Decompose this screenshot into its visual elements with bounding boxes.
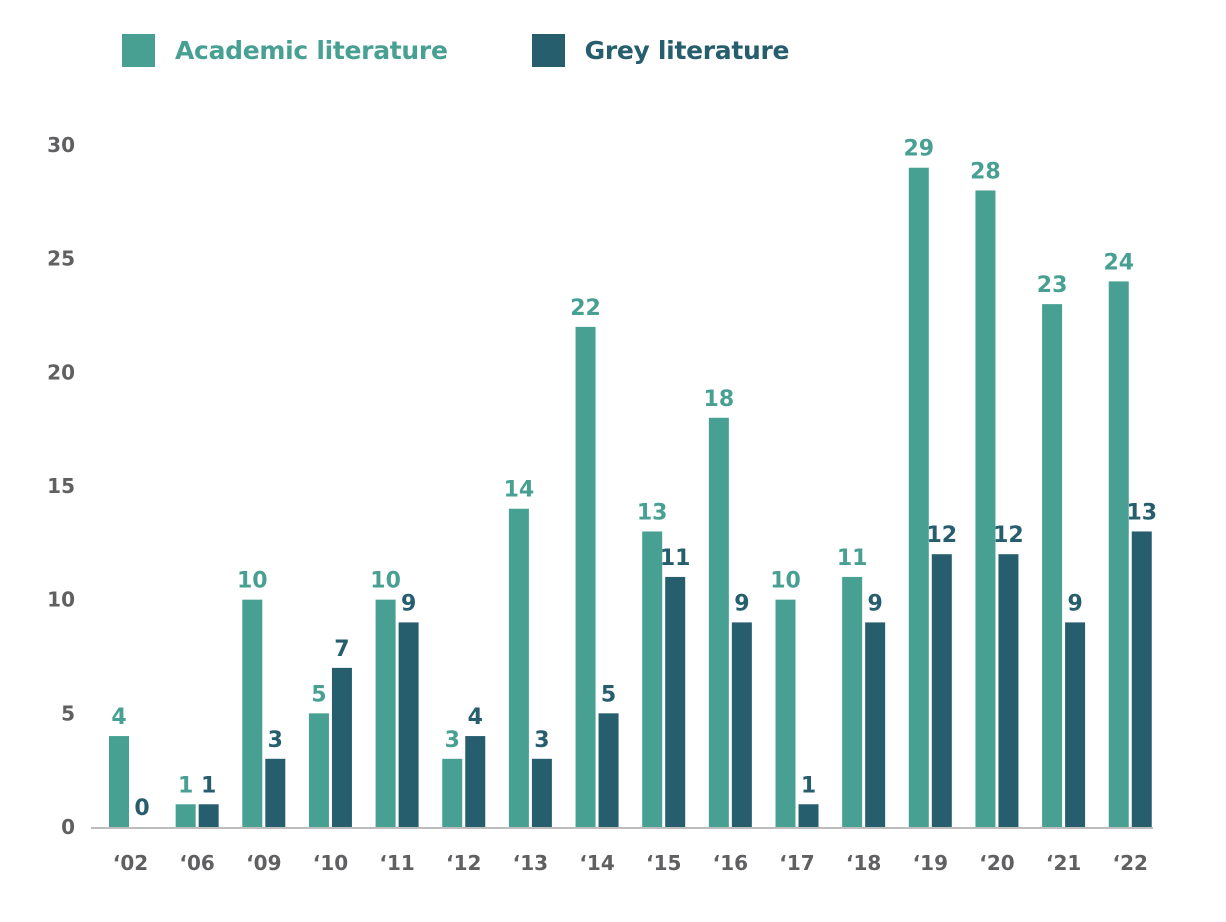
x-tick-label: ‘09	[246, 851, 281, 875]
bar-academic	[642, 531, 663, 827]
bar-academic	[1108, 281, 1129, 827]
legend-swatch-academic	[122, 34, 155, 67]
data-label-academic: 10	[237, 569, 268, 594]
data-label-grey: 1	[201, 773, 216, 798]
data-label-grey: 3	[268, 728, 283, 753]
bar-academic	[442, 758, 463, 827]
x-tick-label: ‘20	[979, 851, 1014, 875]
legend-label-grey: Grey literature	[584, 36, 790, 65]
x-tick-label: ‘21	[1046, 851, 1081, 875]
x-tick-label: ‘12	[446, 851, 481, 875]
bar-academic	[508, 508, 529, 827]
data-label-academic: 4	[111, 705, 126, 730]
data-label-grey: 5	[601, 682, 616, 707]
x-tick-label: ‘14	[579, 851, 614, 875]
bar-academic	[842, 576, 863, 827]
data-label-grey: 9	[867, 591, 882, 616]
x-tick-label: ‘19	[913, 851, 948, 875]
x-tick-label: ‘10	[313, 851, 348, 875]
legend-swatch-grey	[531, 34, 565, 67]
y-tick-label: 20	[47, 360, 75, 384]
x-tick-label: ‘18	[846, 851, 881, 875]
data-label-academic: 10	[370, 569, 401, 594]
bar-academic	[109, 736, 129, 827]
data-label-grey: 13	[1126, 500, 1157, 525]
data-label-grey: 11	[660, 546, 691, 571]
y-tick-label: 5	[61, 701, 75, 725]
x-tick-label: ‘16	[713, 851, 748, 875]
data-label-grey: 9	[734, 591, 749, 616]
data-label-grey: 12	[993, 523, 1024, 548]
x-tick-label: ‘22	[1113, 851, 1148, 875]
bar-grey	[598, 713, 619, 827]
data-label-academic: 24	[1103, 250, 1134, 275]
bar-grey	[798, 804, 819, 827]
bar-grey	[398, 622, 419, 827]
bar-grey	[531, 758, 552, 827]
data-label-academic: 22	[570, 296, 601, 321]
x-tick-label: ‘02	[113, 851, 148, 875]
data-label-academic: 10	[770, 569, 801, 594]
bar-grey	[465, 736, 486, 827]
data-label-academic: 13	[637, 500, 668, 525]
bar-grey	[665, 576, 686, 827]
bar-academic	[708, 417, 729, 827]
legend-item-academic: Academic literature	[122, 34, 448, 67]
x-tick-label: ‘15	[646, 851, 681, 875]
legend-item-grey: Grey literature	[531, 34, 790, 67]
bar-grey	[1065, 622, 1086, 827]
bar-academic	[908, 167, 929, 827]
bar-grey	[331, 667, 352, 827]
y-tick-label: 10	[47, 588, 75, 612]
bar-grey	[865, 622, 886, 827]
y-tick-label: 0	[61, 815, 75, 839]
data-label-academic: 18	[704, 387, 735, 412]
data-label-grey: 12	[926, 523, 957, 548]
data-label-grey: 9	[401, 591, 416, 616]
data-label-academic: 3	[445, 728, 460, 753]
legend: Academic literature Grey literature	[122, 34, 873, 67]
x-tick-label: ‘13	[513, 851, 548, 875]
data-label-grey: 0	[134, 796, 149, 821]
bar-academic	[575, 326, 596, 827]
data-label-academic: 5	[311, 682, 326, 707]
data-label-academic: 23	[1037, 273, 1068, 298]
bar-academic	[308, 713, 329, 827]
data-label-grey: 7	[334, 637, 349, 662]
bar-grey	[998, 554, 1019, 827]
bar-academic	[242, 599, 263, 827]
bar-academic	[975, 190, 996, 827]
data-label-academic: 28	[970, 159, 1001, 184]
bar-academic	[1042, 304, 1063, 828]
bar-academic	[775, 599, 796, 827]
data-label-academic: 14	[504, 478, 535, 503]
legend-label-academic: Academic literature	[175, 36, 448, 65]
data-label-academic: 1	[178, 773, 193, 798]
bar-grey	[198, 804, 219, 827]
data-label-grey: 4	[468, 705, 483, 730]
y-tick-label: 30	[47, 133, 75, 157]
x-tick-label: ‘11	[379, 851, 414, 875]
bar-grey	[265, 758, 286, 827]
bar-grey	[1131, 531, 1152, 827]
data-label-grey: 3	[534, 728, 549, 753]
bar-academic	[375, 599, 396, 827]
x-tick-label: ‘17	[779, 851, 814, 875]
y-tick-label: 15	[47, 474, 75, 498]
bar-academic	[175, 804, 196, 827]
data-label-grey: 9	[1067, 591, 1082, 616]
data-label-academic: 29	[903, 137, 934, 162]
data-label-grey: 1	[801, 773, 816, 798]
bar-grey	[931, 554, 952, 827]
data-label-academic: 11	[837, 546, 868, 571]
x-tick-label: ‘06	[179, 851, 214, 875]
bar-grey	[731, 622, 752, 827]
y-tick-label: 25	[47, 247, 75, 271]
